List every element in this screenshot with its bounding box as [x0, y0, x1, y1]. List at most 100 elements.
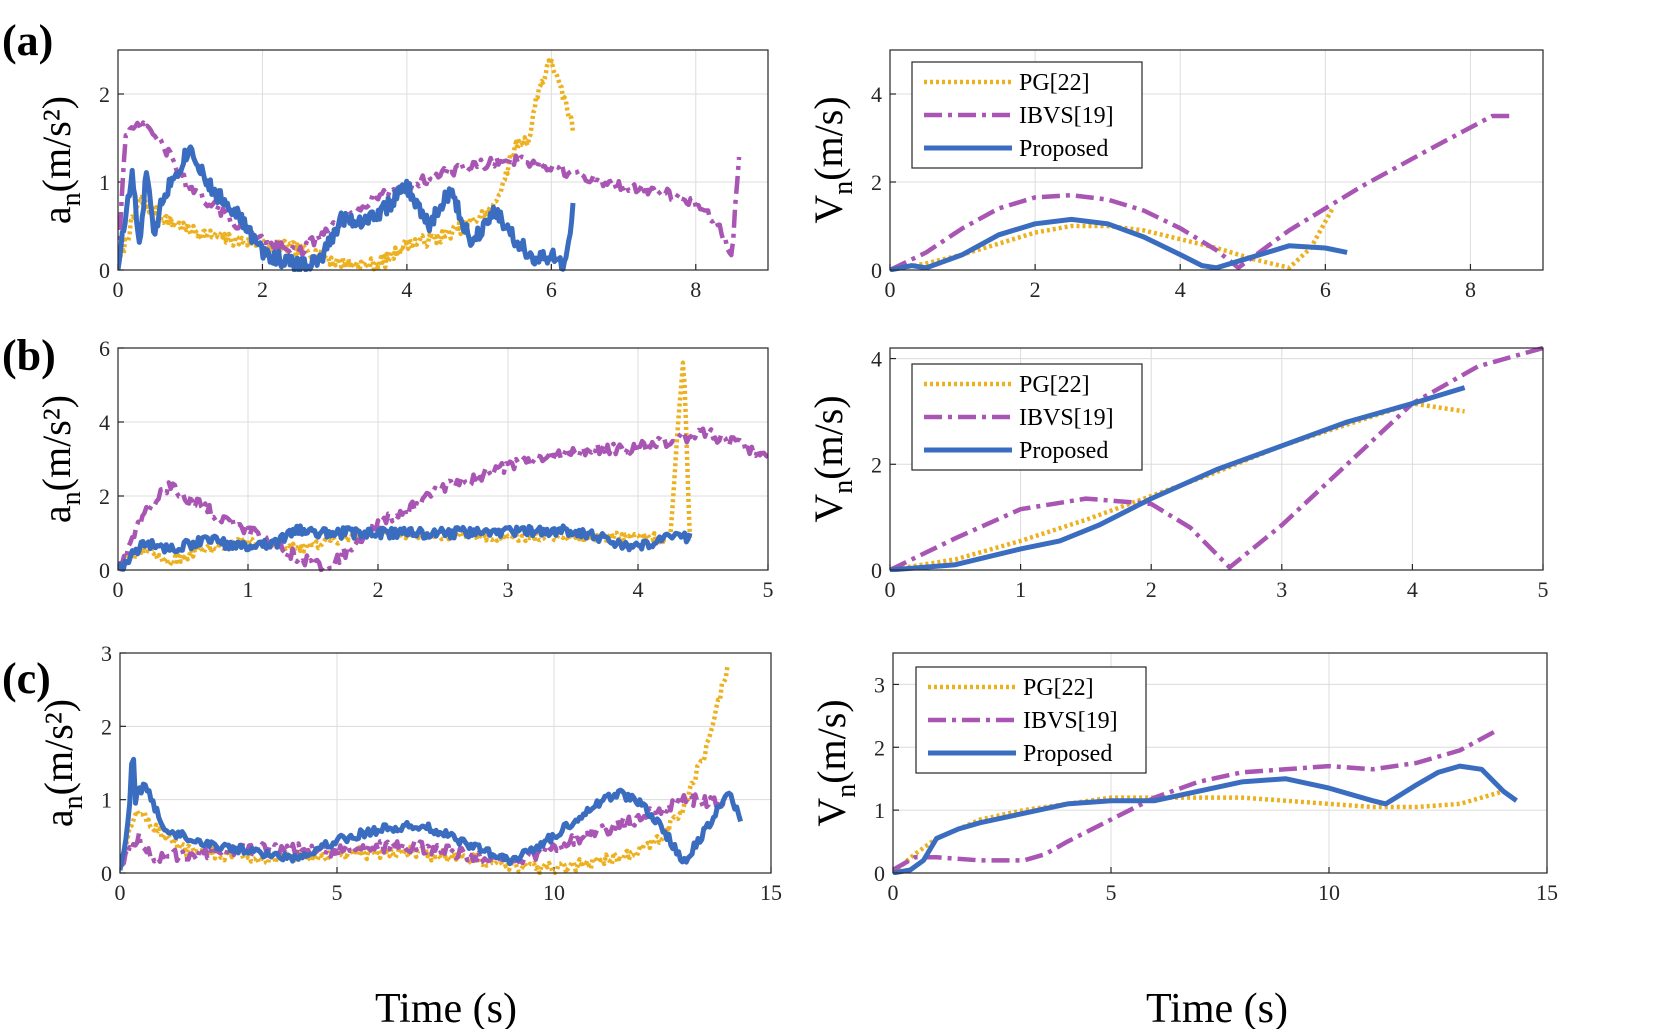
y-tick-label: 0	[871, 258, 882, 283]
legend: PG[22] IBVS[19] Proposed	[911, 363, 1143, 471]
chart-a-vel: 0 2 4 6 8 0 2 4 Vn(m/s) PG[22] IBVS[19] Proposed	[806, 49, 1544, 302]
legend-label-ibvs: IBVS[19]	[1019, 103, 1114, 129]
y-tick-label: 0	[101, 861, 112, 886]
x-tick-label: 8	[690, 277, 701, 302]
chart-b-vel: 0 1 2 3 4 5 0 2 4 Vn(m/s) PG[22] IBVS[19] Proposed	[806, 346, 1549, 602]
series-proposed-line	[893, 763, 1518, 875]
chart-c-acc: 0 5 10 15 0 1 2 3 an(m/s²)	[36, 641, 782, 905]
x-tick-label: 0	[113, 577, 124, 602]
x-tick-label: 10	[543, 880, 565, 905]
x-tick-label: 2	[1030, 277, 1041, 302]
series-proposed-line	[118, 523, 693, 572]
x-tick-label: 4	[633, 577, 644, 602]
x-tick-label: 0	[885, 577, 896, 602]
x-tick-label: 0	[115, 880, 126, 905]
legend-label-pg: PG[22]	[1019, 70, 1090, 96]
y-tick-label: 6	[99, 336, 110, 361]
y-tick-label: 4	[871, 347, 882, 372]
plot-area	[120, 653, 771, 873]
x-tick-label: 15	[1536, 880, 1558, 905]
x-tick-label: 8	[1465, 277, 1476, 302]
x-tick-label: 0	[113, 277, 124, 302]
legend-label-proposed: Proposed	[1023, 741, 1112, 767]
series-ibvs-line	[120, 792, 729, 869]
legend-label-pg: PG[22]	[1023, 675, 1094, 701]
y-tick-label: 2	[871, 452, 882, 477]
legend: PG[22] IBVS[19] Proposed	[911, 61, 1143, 169]
legend-label-proposed: Proposed	[1019, 438, 1108, 464]
legend: PG[22] IBVS[19] Proposed	[915, 666, 1147, 774]
series-proposed-line	[890, 385, 1466, 572]
y-tick-label: 1	[99, 170, 110, 195]
y-tick-label: 0	[99, 558, 110, 583]
x-tick-label: 5	[1106, 880, 1117, 905]
x-tick-label: 1	[1015, 577, 1026, 602]
y-axis-label: an(m/s²)	[36, 699, 89, 827]
x-tick-label: 0	[885, 277, 896, 302]
legend-label-ibvs: IBVS[19]	[1019, 405, 1114, 431]
x-tick-label: 3	[503, 577, 514, 602]
x-tick-label: 2	[1146, 577, 1157, 602]
y-tick-label: 2	[874, 735, 885, 760]
y-tick-label: 4	[99, 410, 110, 435]
x-tick-label: 2	[257, 277, 268, 302]
y-axis-label: an(m/s²)	[34, 395, 87, 523]
series-pg-line	[118, 58, 576, 272]
axes-frame	[889, 347, 1544, 571]
chart-c-vel: 0 5 10 15 0 1 2 3 Vn(m/s) PG[22] IBVS[19] Proposed	[809, 652, 1558, 905]
y-axis-label: an(m/s²)	[34, 96, 87, 224]
panel-label-a: (a)	[2, 16, 53, 65]
y-tick-label: 3	[101, 641, 112, 666]
axes-frame	[117, 347, 769, 571]
axes-frame	[119, 652, 772, 874]
y-axis-label: Vn(m/s)	[806, 395, 859, 522]
x-tick-label: 4	[1407, 577, 1418, 602]
y-tick-label: 3	[874, 672, 885, 697]
y-tick-label: 2	[99, 484, 110, 509]
x-tick-label: 0	[888, 880, 899, 905]
series-proposed-line	[890, 216, 1348, 272]
chart-a-acc: 0 2 4 6 8 0 1 2 an(m/s²)	[34, 49, 769, 302]
y-tick-label: 2	[99, 82, 110, 107]
series-ibvs-line	[890, 113, 1514, 272]
x-tick-label: 6	[1320, 277, 1331, 302]
chart-b-acc: 0 1 2 3 4 5 0 2 4 6 an(m/s²)	[34, 336, 774, 602]
panel-label-b: (b)	[2, 331, 56, 380]
y-axis-label: Vn(m/s)	[806, 96, 859, 223]
y-tick-label: 2	[101, 714, 112, 739]
y-tick-label: 0	[874, 861, 885, 886]
series-ibvs-line	[890, 346, 1543, 572]
x-tick-label: 5	[763, 577, 774, 602]
axes-frame	[889, 49, 1544, 271]
x-tick-label: 6	[546, 277, 557, 302]
y-tick-label: 4	[871, 82, 882, 107]
y-tick-label: 0	[871, 558, 882, 583]
panel-label-c: (c)	[2, 654, 51, 703]
legend-label-ibvs: IBVS[19]	[1023, 708, 1118, 734]
x-tick-label: 4	[1175, 277, 1186, 302]
y-tick-label: 0	[99, 258, 110, 283]
x-tick-label: 10	[1318, 880, 1340, 905]
series-ibvs-line	[893, 729, 1496, 872]
series-proposed-line	[118, 144, 576, 272]
x-tick-label: 3	[1276, 577, 1287, 602]
x-tick-label: 4	[401, 277, 412, 302]
y-tick-label: 1	[874, 798, 885, 823]
x-tick-label: 15	[760, 880, 782, 905]
series-pg-line	[120, 664, 730, 875]
x-axis-label-left: Time (s)	[375, 986, 517, 1029]
series-proposed-line	[120, 756, 744, 871]
x-axis-label-right: Time (s)	[1146, 986, 1288, 1029]
y-tick-label: 2	[871, 170, 882, 195]
x-tick-label: 5	[1538, 577, 1549, 602]
axes-frame	[892, 652, 1548, 874]
axes-frame	[117, 49, 769, 271]
legend-label-proposed: Proposed	[1019, 136, 1108, 162]
series-ibvs-line	[118, 120, 742, 265]
x-tick-label: 1	[243, 577, 254, 602]
y-tick-label: 1	[101, 788, 112, 813]
x-tick-label: 2	[373, 577, 384, 602]
legend-label-pg: PG[22]	[1019, 372, 1090, 398]
y-axis-label: Vn(m/s)	[809, 699, 862, 826]
